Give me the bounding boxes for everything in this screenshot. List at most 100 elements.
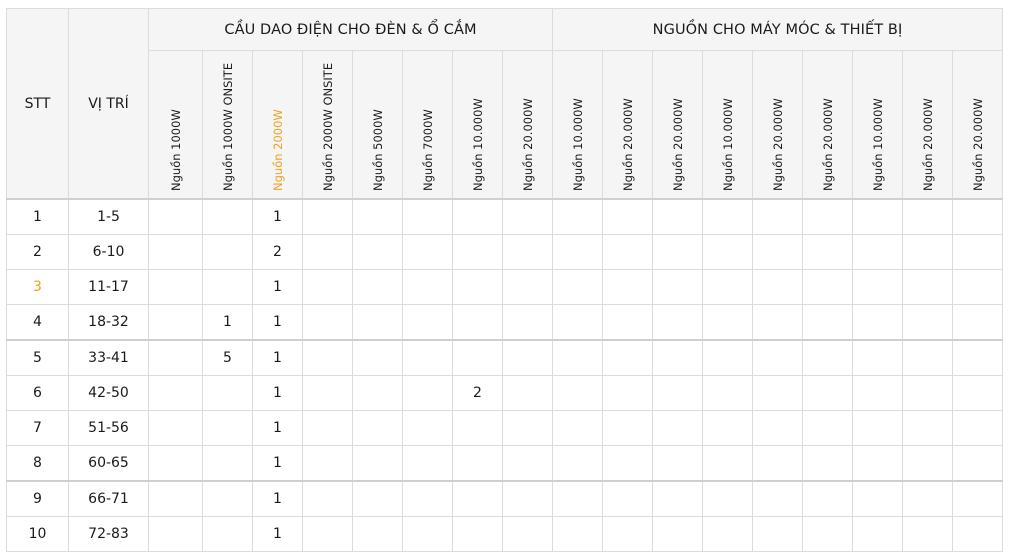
cell-value — [852, 480, 903, 517]
table-row: 7 51-56 1 — [6, 410, 1003, 446]
cell-value — [302, 234, 353, 270]
column-header-label: Nguồn 20.000W — [670, 98, 685, 191]
column-header-label: Nguồn 20.000W — [770, 98, 785, 191]
cell-value — [702, 410, 753, 446]
column-header: Nguồn 2000W — [252, 50, 303, 200]
cell-value — [202, 480, 253, 517]
cell-value — [552, 375, 603, 411]
cell-value — [902, 339, 953, 376]
cell-value — [902, 410, 953, 446]
cell-value — [952, 410, 1003, 446]
cell-value — [202, 516, 253, 552]
cell-value — [302, 445, 353, 482]
cell-value — [302, 198, 353, 235]
column-header: Nguồn 20.000W — [652, 50, 703, 200]
cell-value — [302, 269, 353, 305]
cell-value — [552, 269, 603, 305]
cell-value — [402, 198, 453, 235]
cell-value — [852, 234, 903, 270]
cell-value — [148, 445, 203, 482]
cell-value: 1 — [252, 269, 303, 305]
cell-value — [148, 375, 203, 411]
cell-value — [802, 198, 853, 235]
cell-value — [752, 375, 803, 411]
column-header: Nguồn 1000W — [148, 50, 203, 200]
header-vi-tri: VỊ TRÍ — [68, 8, 149, 200]
cell-value — [402, 269, 453, 305]
table-row: 6 42-50 1 2 — [6, 375, 1003, 411]
cell-value — [402, 339, 453, 376]
cell-value — [952, 304, 1003, 341]
cell-value — [952, 445, 1003, 482]
cell-value — [802, 410, 853, 446]
cell-value — [202, 198, 253, 235]
cell-value: 2 — [452, 375, 503, 411]
cell-stt: 8 — [6, 445, 69, 482]
cell-value — [452, 339, 503, 376]
cell-value — [902, 480, 953, 517]
cell-stt: 4 — [6, 304, 69, 341]
cell-value — [702, 445, 753, 482]
cell-value — [148, 410, 203, 446]
cell-value — [352, 339, 403, 376]
cell-value: 1 — [252, 480, 303, 517]
cell-value — [502, 375, 553, 411]
cell-value — [652, 480, 703, 517]
cell-value — [352, 375, 403, 411]
column-header-label: Nguồn 7000W — [420, 109, 435, 191]
cell-value — [148, 198, 203, 235]
cell-value — [652, 516, 703, 552]
cell-value — [452, 269, 503, 305]
cell-value — [302, 304, 353, 341]
cell-value — [752, 339, 803, 376]
cell-value — [652, 410, 703, 446]
column-header: Nguồn 5000W — [352, 50, 403, 200]
cell-stt: 3 — [6, 269, 69, 305]
cell-value — [352, 304, 403, 341]
cell-value — [552, 480, 603, 517]
column-header-label: Nguồn 20.000W — [970, 98, 985, 191]
column-header: Nguồn 20.000W — [752, 50, 803, 200]
cell-vi-tri: 18-32 — [68, 304, 149, 341]
cell-value — [202, 375, 253, 411]
cell-value — [302, 410, 353, 446]
column-header: Nguồn 2000W ONSITE — [302, 50, 353, 200]
cell-stt: 7 — [6, 410, 69, 446]
column-header-label: Nguồn 20.000W — [620, 98, 635, 191]
cell-value — [752, 234, 803, 270]
header-group-machinery-power: NGUỒN CHO MÁY MÓC & THIẾT BỊ — [552, 8, 1003, 51]
table-row: 8 60-65 1 — [6, 445, 1003, 482]
cell-value — [552, 410, 603, 446]
cell-value — [952, 375, 1003, 411]
cell-value — [402, 375, 453, 411]
column-header-label: Nguồn 20.000W — [920, 98, 935, 191]
cell-value — [502, 516, 553, 552]
cell-value — [702, 198, 753, 235]
cell-value — [502, 445, 553, 482]
cell-value — [702, 234, 753, 270]
column-header: Nguồn 10.000W — [852, 50, 903, 200]
header-group-lighting-outlets: CẦU DAO ĐIỆN CHO ĐÈN & Ổ CẮM — [148, 8, 553, 51]
cell-stt: 2 — [6, 234, 69, 270]
cell-value — [952, 339, 1003, 376]
cell-value — [452, 445, 503, 482]
cell-value — [702, 375, 753, 411]
cell-value — [452, 234, 503, 270]
cell-value — [752, 198, 803, 235]
column-header: Nguồn 7000W — [402, 50, 453, 200]
cell-value — [702, 339, 753, 376]
cell-value — [802, 304, 853, 341]
table-row: 5 33-41 5 1 — [6, 339, 1003, 376]
cell-value — [452, 304, 503, 341]
cell-vi-tri: 51-56 — [68, 410, 149, 446]
cell-value — [402, 234, 453, 270]
cell-value — [502, 269, 553, 305]
cell-value — [552, 304, 603, 341]
column-header: Nguồn 10.000W — [702, 50, 753, 200]
cell-value — [502, 339, 553, 376]
cell-value — [802, 445, 853, 482]
cell-value — [802, 375, 853, 411]
cell-value — [652, 339, 703, 376]
cell-value — [602, 445, 653, 482]
cell-vi-tri: 1-5 — [68, 198, 149, 235]
